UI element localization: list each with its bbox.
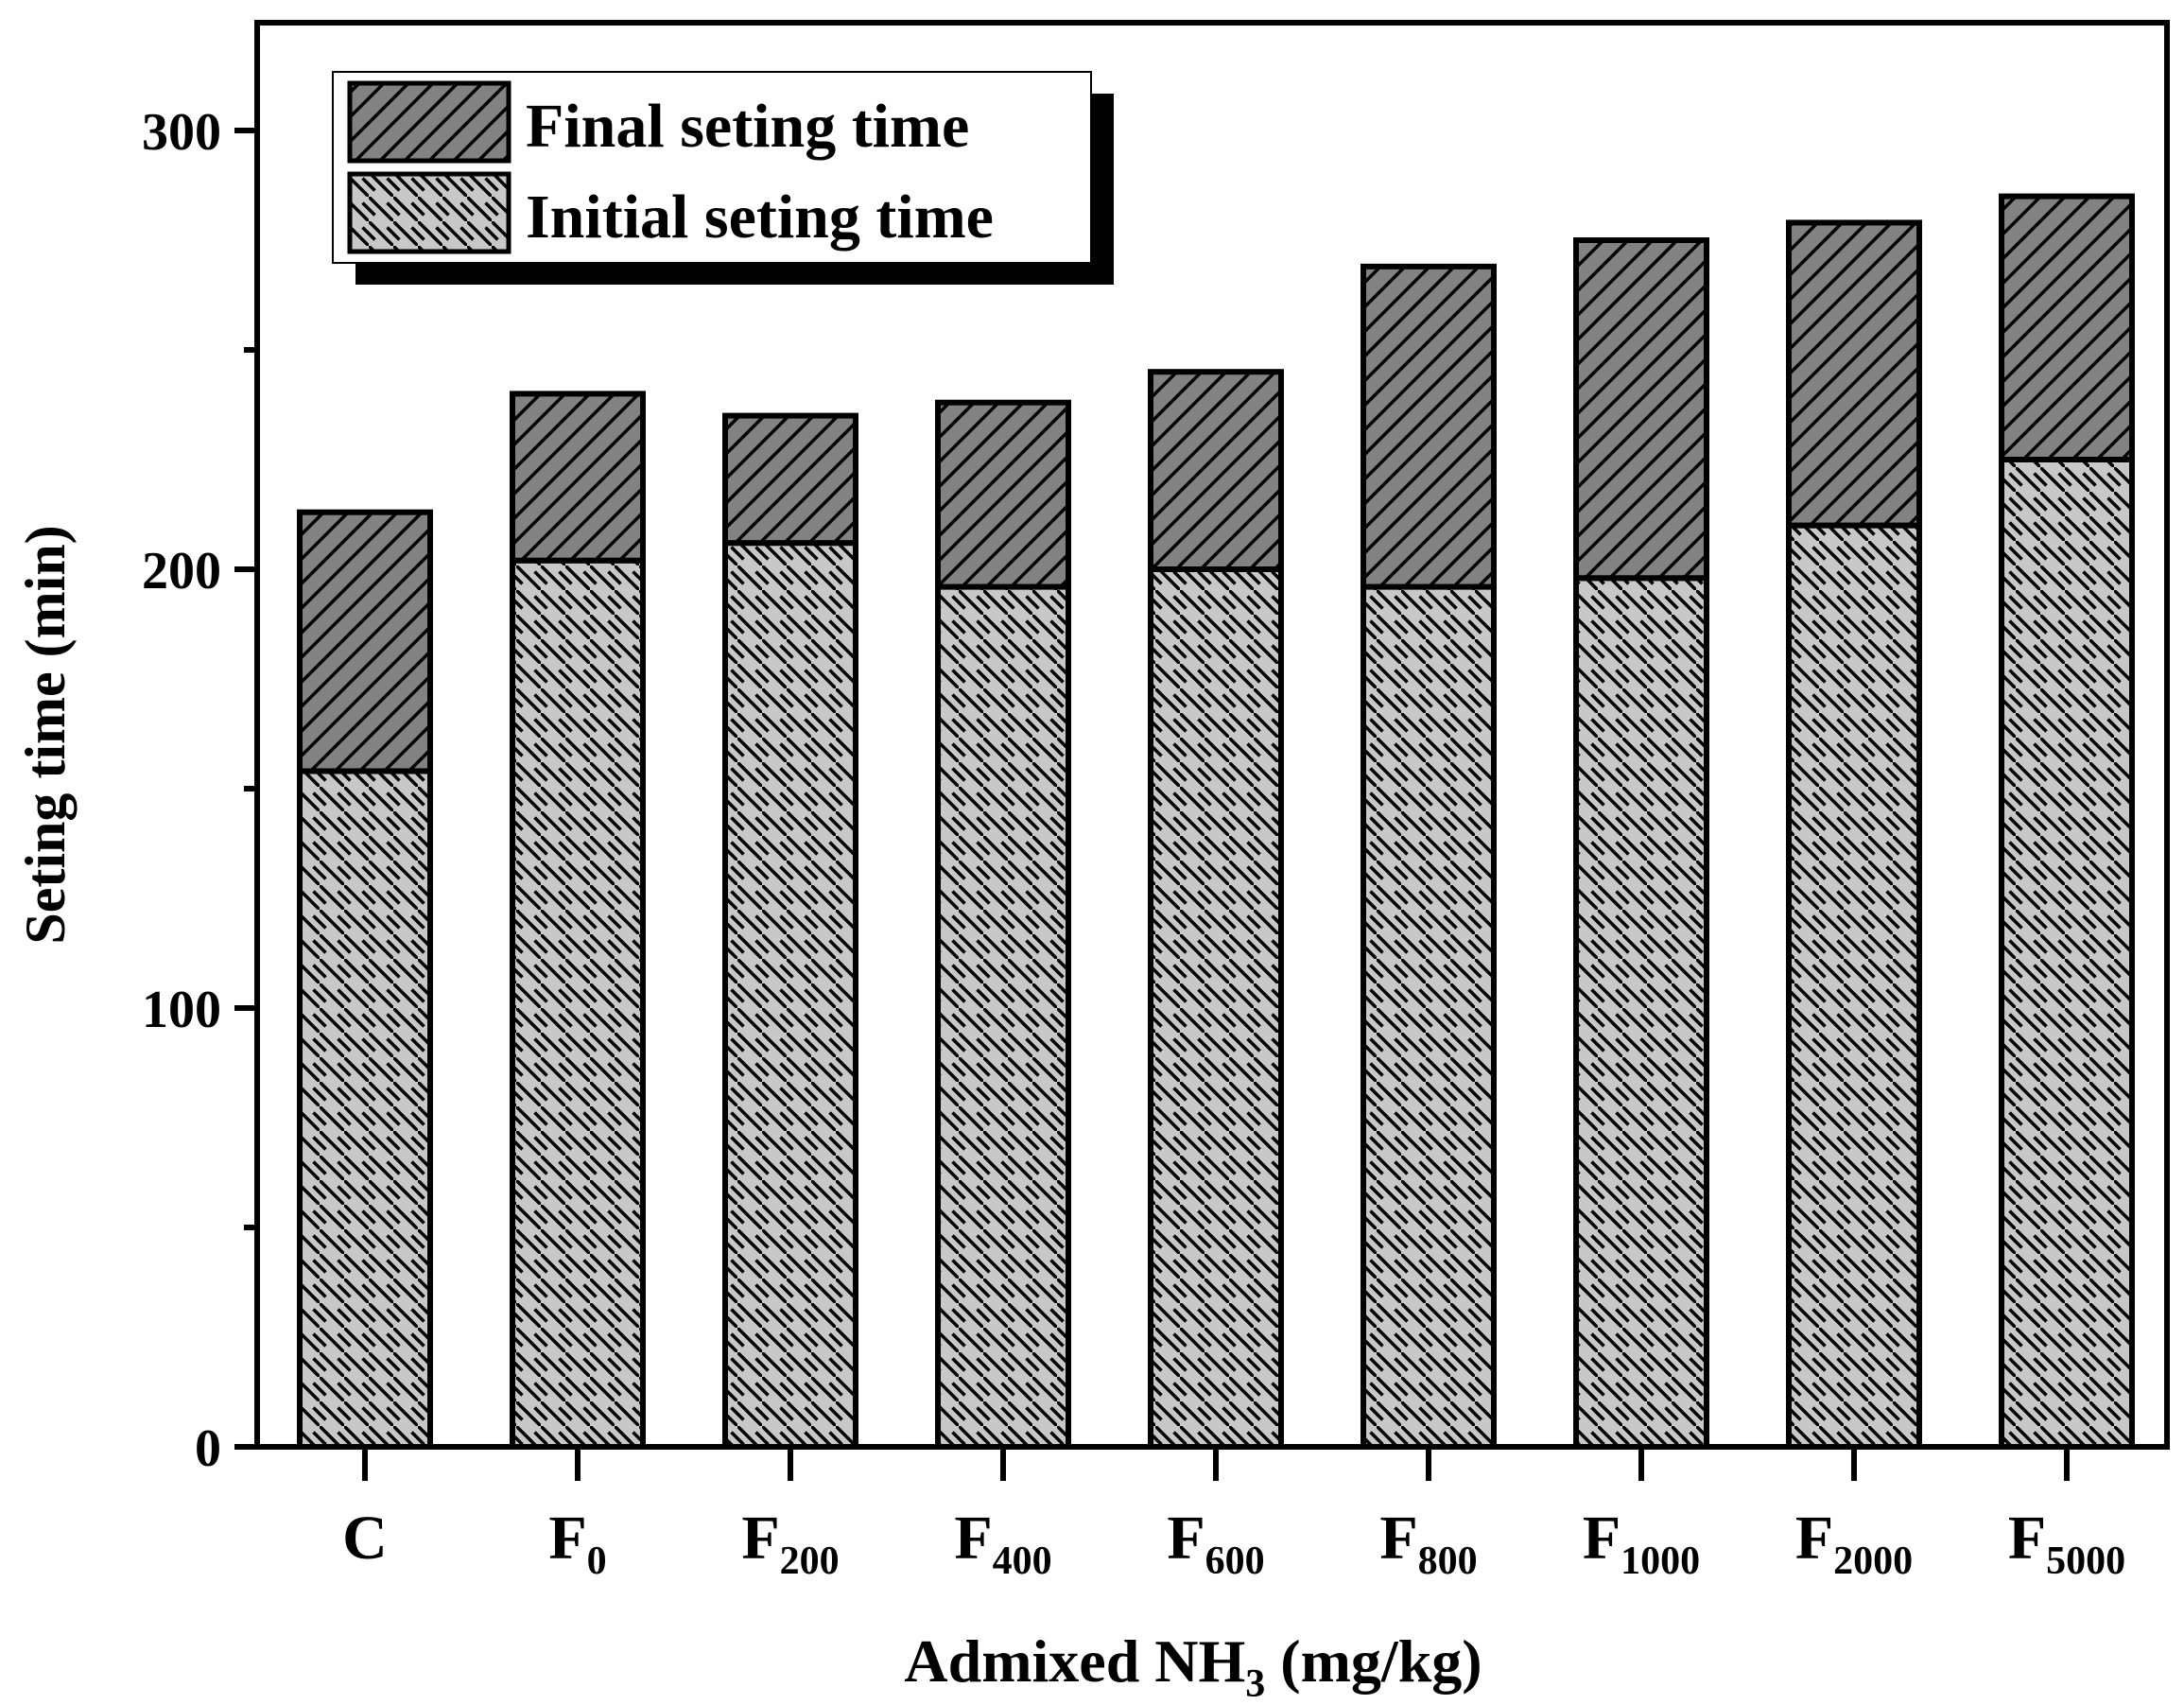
x-tick-label: F5000 (2008, 1504, 2125, 1583)
bar-final-f0 (510, 391, 646, 564)
y-tick-label: 100 (142, 981, 221, 1039)
legend: Final seting time Initial seting time (332, 71, 1114, 285)
x-tick-label-main: F (1583, 1504, 1621, 1573)
x-tick-label-sub: 2000 (1833, 1540, 1913, 1583)
bar-final-f2000 (1786, 219, 1922, 529)
x-axis-title-sub: 3 (1245, 1662, 1265, 1705)
x-tick-label: C (342, 1504, 388, 1573)
x-axis-title: Admixed NH3 (mg/kg) (904, 1627, 1482, 1705)
bar-final-c (297, 509, 433, 774)
x-axis-title-suffix: (mg/kg) (1265, 1627, 1482, 1695)
x-tick-label-main: F (1379, 1504, 1417, 1573)
x-tick-label-sub: 1000 (1621, 1540, 1700, 1583)
y-tick-label: 0 (195, 1419, 221, 1478)
x-tick-label-sub: 600 (1205, 1540, 1265, 1583)
y-axis-title: Seting time (min) (14, 525, 77, 944)
x-tick-label: F800 (1379, 1504, 1477, 1583)
x-tick-label: F1000 (1583, 1504, 1700, 1583)
x-tick-label-main: C (342, 1504, 388, 1573)
x-tick-label: F200 (741, 1504, 839, 1583)
bar-initial-f2000 (1786, 522, 1922, 1450)
bar-final-f200 (722, 412, 858, 547)
x-tick-label-sub: 5000 (2046, 1540, 2125, 1583)
legend-swatch-final (347, 80, 511, 164)
bar-initial-f400 (935, 583, 1071, 1450)
y-tick-label: 200 (142, 542, 221, 600)
legend-label-final: Final seting time (526, 92, 969, 161)
legend-swatch-initial (347, 171, 511, 254)
x-tick-label-main: F (954, 1504, 992, 1573)
bar-initial-f5000 (1999, 457, 2135, 1450)
x-tick-label-main: F (741, 1504, 779, 1573)
x-tick-label: F400 (954, 1504, 1051, 1583)
x-axis: C F0 F200 F400 F600 F800 F1000 F2000 F5000 (342, 1447, 2125, 1583)
legend-label-initial: Initial seting time (526, 183, 994, 252)
x-tick-label: F2000 (1795, 1504, 1913, 1583)
bar-final-f1000 (1573, 237, 1709, 582)
bar-group (297, 193, 2135, 1450)
x-tick-label-sub: 400 (993, 1540, 1052, 1583)
bar-final-f600 (1148, 369, 1284, 573)
x-axis-title-main: Admixed NH (904, 1627, 1245, 1695)
bar-initial-f200 (722, 540, 858, 1450)
bar-initial-f800 (1361, 583, 1497, 1450)
bar-final-f5000 (1999, 193, 2135, 462)
bar-initial-c (297, 768, 433, 1450)
x-tick-label-sub: 800 (1418, 1540, 1478, 1583)
x-tick-label-main: F (1167, 1504, 1205, 1573)
x-tick-label-main: F (548, 1504, 586, 1573)
x-tick-label-sub: 0 (587, 1540, 607, 1583)
x-tick-label-main: F (1795, 1504, 1833, 1573)
y-axis: 0 100 200 300 (142, 103, 257, 1478)
bar-final-f400 (935, 399, 1071, 590)
x-tick-label: F0 (548, 1504, 606, 1583)
bar-final-f800 (1361, 263, 1497, 590)
bar-initial-f0 (510, 557, 646, 1450)
x-tick-label-sub: 200 (780, 1540, 840, 1583)
y-tick-label: 300 (142, 103, 221, 162)
bar-initial-f1000 (1573, 575, 1709, 1450)
x-tick-label: F600 (1167, 1504, 1264, 1583)
x-tick-label-main: F (2008, 1504, 2046, 1573)
bar-initial-f600 (1148, 566, 1284, 1450)
